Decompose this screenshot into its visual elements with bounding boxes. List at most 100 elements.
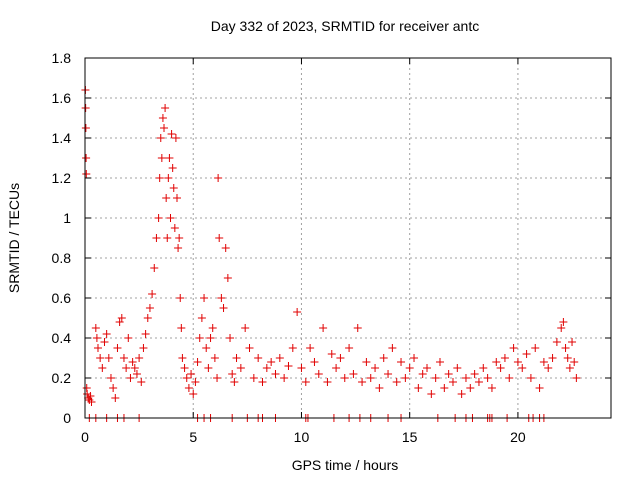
y-tick-label: 0.4 bbox=[52, 330, 72, 346]
data-point bbox=[371, 364, 380, 372]
data-point bbox=[405, 364, 414, 372]
data-point bbox=[81, 104, 90, 112]
data-point bbox=[280, 374, 289, 382]
data-point bbox=[176, 294, 185, 302]
data-point bbox=[141, 330, 150, 338]
data-point bbox=[213, 374, 222, 382]
data-point bbox=[557, 324, 566, 332]
data-point bbox=[297, 364, 306, 372]
y-tick-label: 1.8 bbox=[52, 50, 72, 66]
data-point bbox=[336, 354, 345, 362]
data-point bbox=[115, 318, 124, 326]
data-point bbox=[522, 350, 531, 358]
data-point bbox=[184, 384, 193, 392]
data-point bbox=[189, 390, 198, 398]
data-point bbox=[122, 364, 131, 372]
data-point bbox=[163, 234, 172, 242]
data-point bbox=[570, 358, 579, 366]
data-point bbox=[230, 378, 239, 386]
data-point bbox=[175, 234, 184, 242]
data-point bbox=[466, 384, 475, 392]
y-tick-label: 1.6 bbox=[52, 90, 72, 106]
data-point bbox=[509, 344, 518, 352]
data-point bbox=[539, 358, 548, 366]
data-point bbox=[487, 384, 496, 392]
data-point bbox=[483, 374, 492, 382]
data-point bbox=[117, 314, 126, 322]
data-point bbox=[208, 324, 217, 332]
data-point bbox=[496, 364, 505, 372]
data-point bbox=[327, 350, 336, 358]
data-point bbox=[217, 294, 226, 302]
data-point bbox=[284, 362, 293, 370]
data-point bbox=[81, 124, 90, 132]
data-point bbox=[177, 324, 186, 332]
x-tick-label: 20 bbox=[510, 429, 526, 445]
data-point bbox=[109, 384, 118, 392]
data-point bbox=[96, 354, 105, 362]
data-point bbox=[85, 396, 94, 404]
data-point bbox=[423, 364, 432, 372]
data-point bbox=[301, 378, 310, 386]
data-point bbox=[157, 154, 166, 162]
data-point bbox=[526, 374, 535, 382]
data-point bbox=[152, 234, 161, 242]
data-point bbox=[500, 354, 509, 362]
data-point bbox=[215, 234, 224, 242]
data-point bbox=[197, 314, 206, 322]
data-point bbox=[332, 364, 341, 372]
data-point bbox=[169, 184, 178, 192]
y-tick-label: 0.2 bbox=[52, 370, 72, 386]
data-point bbox=[375, 384, 384, 392]
data-points bbox=[81, 86, 581, 422]
data-point bbox=[172, 194, 181, 202]
data-point bbox=[397, 358, 406, 366]
data-point bbox=[132, 370, 141, 378]
data-point bbox=[221, 244, 230, 252]
data-point bbox=[513, 358, 522, 366]
chart-title: Day 332 of 2023, SRMTID for receiver ant… bbox=[211, 18, 479, 34]
data-point bbox=[431, 374, 440, 382]
axis-ticks: 0 0.2 0.4 0.6 0.8 1 1.2 1.4 1.6 1.8 0 5 10 15 20 bbox=[52, 50, 611, 445]
data-point bbox=[392, 378, 401, 386]
data-point bbox=[84, 394, 93, 402]
data-point bbox=[314, 370, 323, 378]
data-point bbox=[214, 174, 223, 182]
data-point bbox=[418, 370, 427, 378]
y-tick-label: 1.4 bbox=[52, 130, 72, 146]
data-point bbox=[236, 364, 245, 372]
data-point bbox=[130, 364, 139, 372]
data-point bbox=[552, 338, 561, 346]
data-point bbox=[323, 378, 332, 386]
data-point bbox=[113, 344, 122, 352]
y-tick-label: 1 bbox=[63, 210, 71, 226]
data-point bbox=[384, 370, 393, 378]
data-point bbox=[156, 134, 165, 142]
data-point bbox=[226, 334, 235, 342]
data-point bbox=[135, 354, 144, 362]
data-point bbox=[180, 364, 189, 372]
data-point bbox=[232, 354, 241, 362]
data-point bbox=[544, 364, 553, 372]
data-point bbox=[353, 324, 362, 332]
data-point bbox=[155, 174, 164, 182]
data-point bbox=[171, 134, 180, 142]
data-point bbox=[83, 390, 92, 398]
data-point bbox=[119, 354, 128, 362]
data-point bbox=[461, 374, 470, 382]
data-point bbox=[178, 354, 187, 362]
data-point bbox=[275, 354, 284, 362]
data-point bbox=[358, 378, 367, 386]
data-point bbox=[170, 224, 179, 232]
data-point bbox=[427, 390, 436, 398]
data-point bbox=[535, 384, 544, 392]
data-point bbox=[168, 164, 177, 172]
data-point bbox=[319, 324, 328, 332]
data-point bbox=[148, 290, 157, 298]
data-point bbox=[92, 334, 101, 342]
data-point bbox=[128, 358, 137, 366]
data-point bbox=[167, 130, 176, 138]
y-tick-label: 0 bbox=[63, 410, 71, 426]
data-point bbox=[174, 244, 183, 252]
